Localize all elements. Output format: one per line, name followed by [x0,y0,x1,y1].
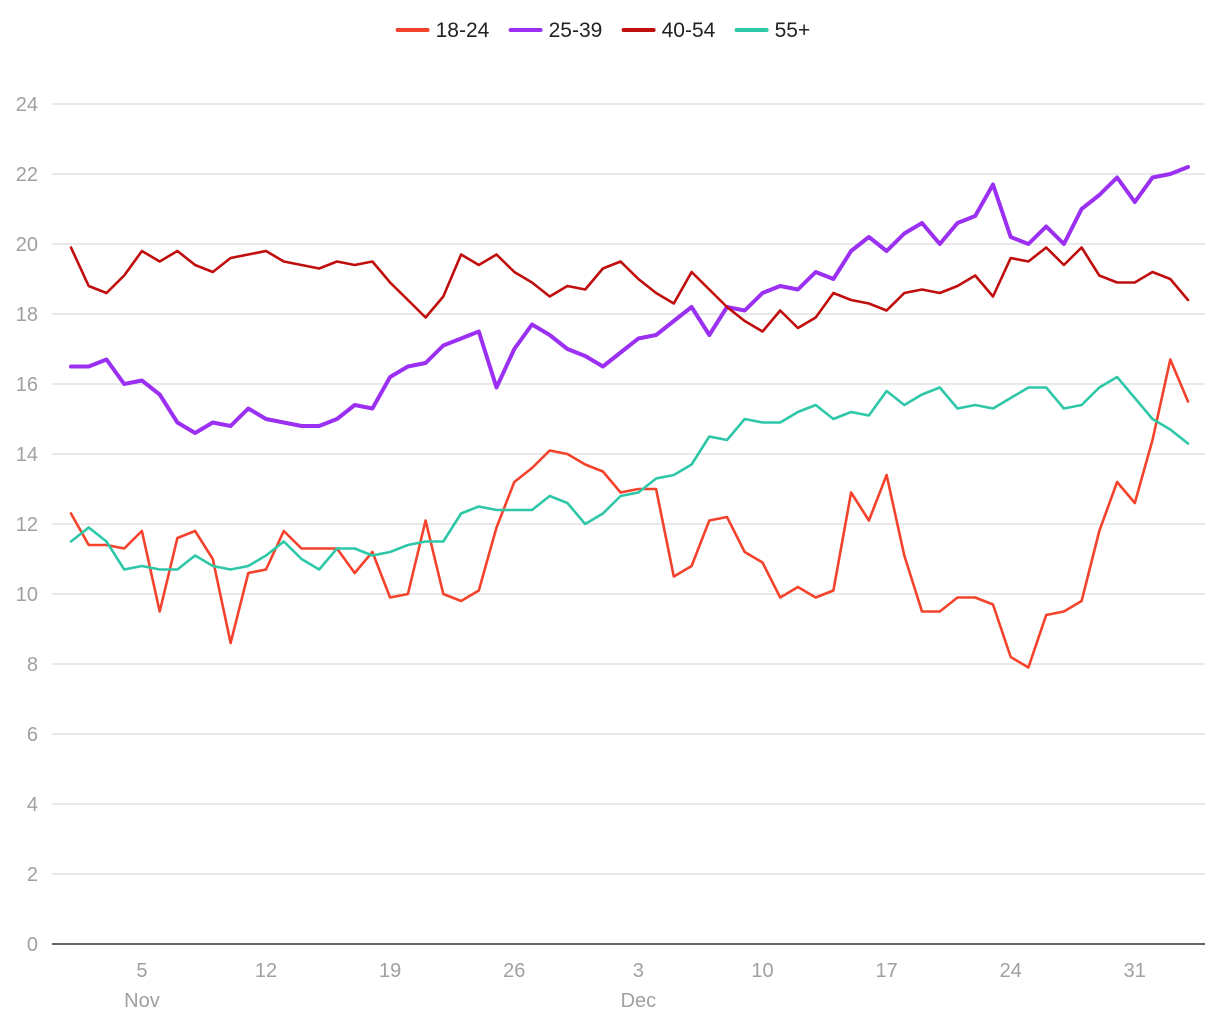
y-tick-label: 6 [27,724,38,746]
y-tick-label: 16 [16,374,38,396]
y-tick-label: 14 [16,444,38,466]
legend-label: 18-24 [436,19,490,42]
series-lines [69,165,1190,669]
x-tick-label: 3 [633,960,644,982]
x-tick-label: 31 [1124,960,1146,982]
legend-label: 25-39 [549,19,603,42]
legend: 18-24 25-39 40-54 55+ [395,19,811,42]
x-tick-month-label: Nov [124,990,160,1012]
y-tick-label: 22 [16,164,38,186]
y-tick-label: 4 [27,794,38,816]
x-tick-label: 26 [503,960,525,982]
x-tick-label: 19 [379,960,401,982]
legend-item-18-24: 18-24 [395,19,490,42]
x-tick-label: 10 [751,960,773,982]
series-line-40-54 [69,246,1190,333]
y-tick-label: 18 [16,304,38,326]
y-tick-label: 24 [16,94,38,116]
legend-item-40-54: 40-54 [621,19,716,42]
x-axis-ticks: 5 Nov 12 19 26 3 Dec 10 17 24 31 [124,960,1146,1012]
legend-item-55+: 55+ [734,19,811,42]
x-tick-label: 24 [1000,960,1022,982]
y-tick-label: 0 [27,934,38,956]
y-tick-label: 8 [27,654,38,676]
series-line-55+ [69,375,1190,571]
legend-item-25-39: 25-39 [508,19,603,42]
x-tick-month-label: Dec [621,990,657,1012]
legend-label: 55+ [775,19,811,42]
y-tick-label: 10 [16,584,38,606]
series-line-18-24 [69,358,1190,669]
x-tick-label: 12 [255,960,277,982]
x-tick-label: 17 [875,960,897,982]
y-gridlines [52,103,1205,875]
y-tick-label: 2 [27,864,38,886]
legend-label: 40-54 [662,19,716,42]
y-tick-label: 20 [16,234,38,256]
x-tick-label: 5 [136,960,147,982]
series-line-25-39 [69,165,1190,435]
y-tick-label: 12 [16,514,38,536]
